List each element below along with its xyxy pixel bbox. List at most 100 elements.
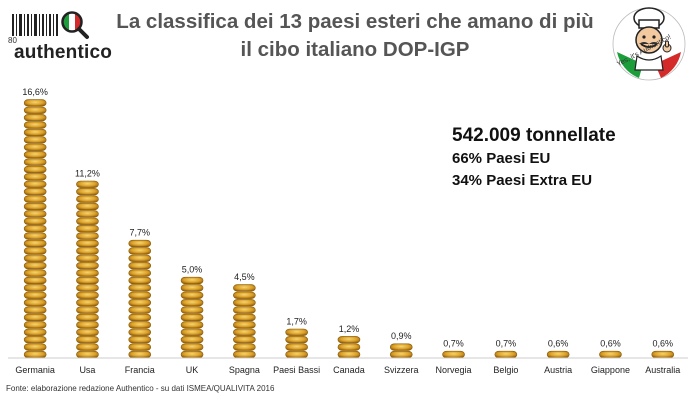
cheese-wheel [233, 350, 256, 359]
x-tick-label: Belgio [493, 365, 518, 375]
data-label: 5,0% [182, 265, 203, 275]
cheese-wheel [23, 180, 47, 188]
cheese-wheel [546, 350, 570, 359]
cheese-wheel [23, 321, 47, 329]
cheese-wheel [180, 328, 204, 336]
bar-giappone [599, 350, 622, 359]
cheese-wheel [651, 350, 675, 359]
cheese-wheel [128, 284, 152, 292]
bar-usa [76, 180, 99, 359]
cheese-wheel [128, 306, 152, 314]
data-label: 0,6% [652, 339, 673, 349]
authentico-logo: 80 authentico [4, 6, 112, 63]
cheese-wheel [23, 151, 47, 159]
cheese-wheel [76, 225, 99, 233]
cheese-wheel [128, 262, 152, 270]
cheese-wheel [76, 195, 99, 203]
cheese-wheel [23, 195, 47, 203]
data-label: 16,6% [22, 87, 48, 97]
cheese-wheel [76, 321, 99, 329]
cheese-wheel [76, 247, 99, 255]
cheese-wheel [23, 114, 47, 122]
cheese-wheel [180, 343, 204, 351]
cheese-wheel [76, 313, 99, 322]
cheese-wheel [23, 173, 47, 181]
cheese-wheel [76, 232, 99, 240]
cheese-wheel [180, 284, 204, 292]
cheese-wheel [76, 254, 99, 262]
bar-spagna [233, 284, 256, 359]
bar-australia [651, 350, 675, 359]
cheese-wheel [180, 313, 204, 322]
barcode-number: 80 [8, 36, 17, 45]
x-tick-label: Australia [645, 365, 680, 375]
cheese-wheel [76, 239, 99, 248]
cheese-wheel [23, 299, 47, 307]
bar-norvegia [442, 350, 465, 359]
title-line-2: il cibo italiano DOP-IGP [240, 38, 470, 61]
cheese-wheel [76, 306, 99, 314]
cheese-wheel [23, 328, 47, 336]
cheese-wheel [128, 343, 152, 351]
cheese-wheel [76, 284, 99, 292]
cheese-wheel [233, 306, 256, 314]
cheese-wheel [494, 350, 518, 359]
cheese-wheel [389, 343, 413, 351]
cheese-wheel [23, 350, 47, 359]
x-tick-label: Norvegia [436, 365, 472, 375]
cheese-wheel [128, 313, 152, 322]
data-label: 7,7% [129, 228, 150, 238]
cheese-wheel [76, 343, 99, 351]
data-label: 0,7% [443, 339, 464, 349]
x-tick-label: Austria [544, 365, 572, 375]
cheese-wheel [76, 350, 99, 359]
cheese-wheel [128, 239, 152, 248]
cheese-wheel [76, 299, 99, 307]
cheese-wheel [76, 336, 99, 344]
cheese-wheel [23, 343, 47, 351]
data-label: 0,9% [391, 331, 412, 341]
cheese-wheel [233, 336, 256, 344]
cheese-wheel [285, 328, 308, 336]
cheese-wheel [23, 276, 47, 285]
cheese-wheel [128, 276, 152, 285]
cheese-wheel [128, 350, 152, 359]
cheese-wheel [76, 180, 99, 188]
chart-title: La classifica dei 13 paesi esteri che am… [110, 8, 600, 64]
labels-layer: 16,6% Germania 11,2% Usa 7,7% Francia 5,0% UK 4,… [15, 87, 680, 375]
x-tick-label: Svizzera [384, 365, 419, 375]
cheese-wheel [23, 254, 47, 262]
cheese-wheel [76, 328, 99, 336]
bar-paesi-bassi [285, 328, 308, 359]
cheese-wheel [285, 336, 308, 344]
cheese-wheel [23, 143, 47, 151]
cheese-wheel [233, 291, 256, 299]
bar-germania [23, 99, 47, 359]
cheese-wheel [23, 232, 47, 240]
cheese-wheel [23, 284, 47, 292]
cheese-wheel [180, 291, 204, 299]
cheese-wheel [76, 262, 99, 270]
data-label: 0,7% [496, 339, 517, 349]
bar-francia [128, 239, 152, 359]
cheese-wheel [23, 202, 47, 211]
cheese-wheel [76, 276, 99, 285]
cheese-wheel [23, 99, 47, 107]
cheese-wheel [180, 306, 204, 314]
cheese-wheel [285, 343, 308, 351]
data-label: 4,5% [234, 272, 255, 282]
stat-total: 542.009 tonnellate [452, 125, 616, 146]
x-tick-label: Giappone [591, 365, 630, 375]
stat-extra-eu: 34% Paesi Extra EU [452, 172, 593, 189]
x-tick-label: Spagna [229, 365, 260, 375]
cheese-wheel [180, 321, 204, 329]
cheese-wheel [128, 247, 152, 255]
cheese-wheel [180, 276, 204, 285]
cheese-wheel [23, 247, 47, 255]
cheese-wheel [23, 313, 47, 322]
x-tick-label: Canada [333, 365, 365, 375]
cheese-wheel [285, 350, 308, 359]
bar-austria [546, 350, 570, 359]
cheese-wheel [128, 336, 152, 344]
cheese-wheel [23, 188, 47, 196]
